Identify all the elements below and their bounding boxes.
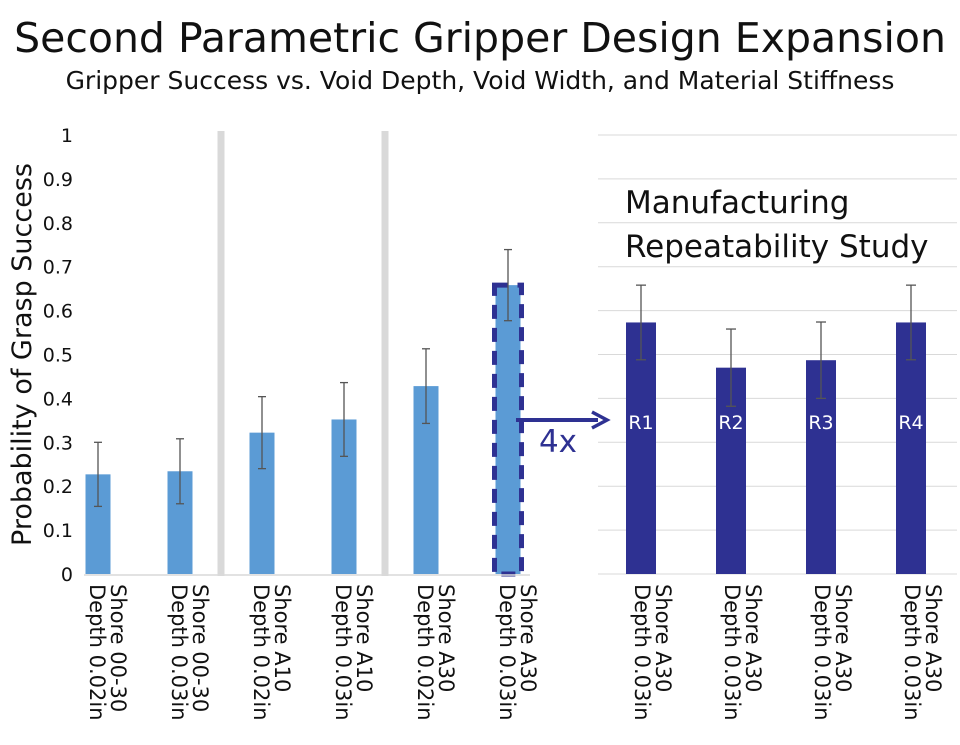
y-tick-label: 0.3 [43, 432, 73, 454]
y-tick-label: 0.6 [43, 301, 73, 323]
x-tick-label: Shore A30 [921, 584, 945, 692]
y-tick-label: 0.8 [43, 213, 73, 235]
x-tick-label: Shore A30 [831, 584, 855, 692]
repeatability-title: Repeatability Study [625, 229, 929, 265]
bar-label: R3 [808, 412, 833, 434]
y-tick-label: 0.9 [43, 169, 73, 191]
x-tick-label: Depth 0.03in [167, 584, 191, 721]
x-tick-label: Shore A30 [741, 584, 765, 692]
x-tick-label: Depth 0.03in [630, 584, 654, 721]
x-tick-label: Shore A30 [434, 584, 458, 692]
x-tick-label: Depth 0.02in [413, 584, 437, 721]
chart-subtitle: Gripper Success vs. Void Depth, Void Wid… [65, 66, 895, 95]
y-tick-label: 1 [61, 125, 73, 147]
x-tick-label: Depth 0.03in [720, 584, 744, 721]
x-tick-label: Shore 00-30 [106, 584, 130, 712]
y-tick-label: 0.4 [43, 388, 73, 410]
y-tick-label: 0.1 [43, 520, 73, 542]
y-tick-label: 0.5 [43, 345, 73, 367]
x-tick-label: Shore A30 [516, 584, 540, 692]
bar-label: R4 [898, 412, 923, 434]
y-tick-label: 0.7 [43, 257, 73, 279]
repeatability-title: Manufacturing [625, 185, 849, 221]
x-tick-label: Shore 00-30 [188, 584, 212, 712]
bar [495, 285, 521, 574]
y-tick-label: 0.2 [43, 476, 73, 498]
x-tick-label: Depth 0.03in [495, 584, 519, 721]
bar-label: R2 [718, 412, 743, 434]
y-axis-label: Probability of Grasp Success [7, 163, 38, 546]
x-tick-label: Depth 0.03in [331, 584, 355, 721]
x-tick-label: Shore A30 [651, 584, 675, 692]
arrow-head-icon [591, 410, 611, 430]
bar-label: R1 [628, 412, 653, 434]
x-tick-label: Shore A10 [270, 584, 294, 692]
chart-title: Second Parametric Gripper Design Expansi… [14, 14, 946, 62]
x-tick-label: Depth 0.03in [810, 584, 834, 721]
arrow-label: 4x [539, 424, 577, 460]
x-tick-label: Depth 0.03in [900, 584, 924, 721]
x-tick-label: Depth 0.02in [249, 584, 273, 721]
y-tick-label: 0 [61, 564, 73, 586]
bar [626, 322, 656, 574]
x-tick-label: Depth 0.02in [85, 584, 109, 721]
x-tick-label: Shore A10 [352, 584, 376, 692]
bar [896, 322, 926, 574]
